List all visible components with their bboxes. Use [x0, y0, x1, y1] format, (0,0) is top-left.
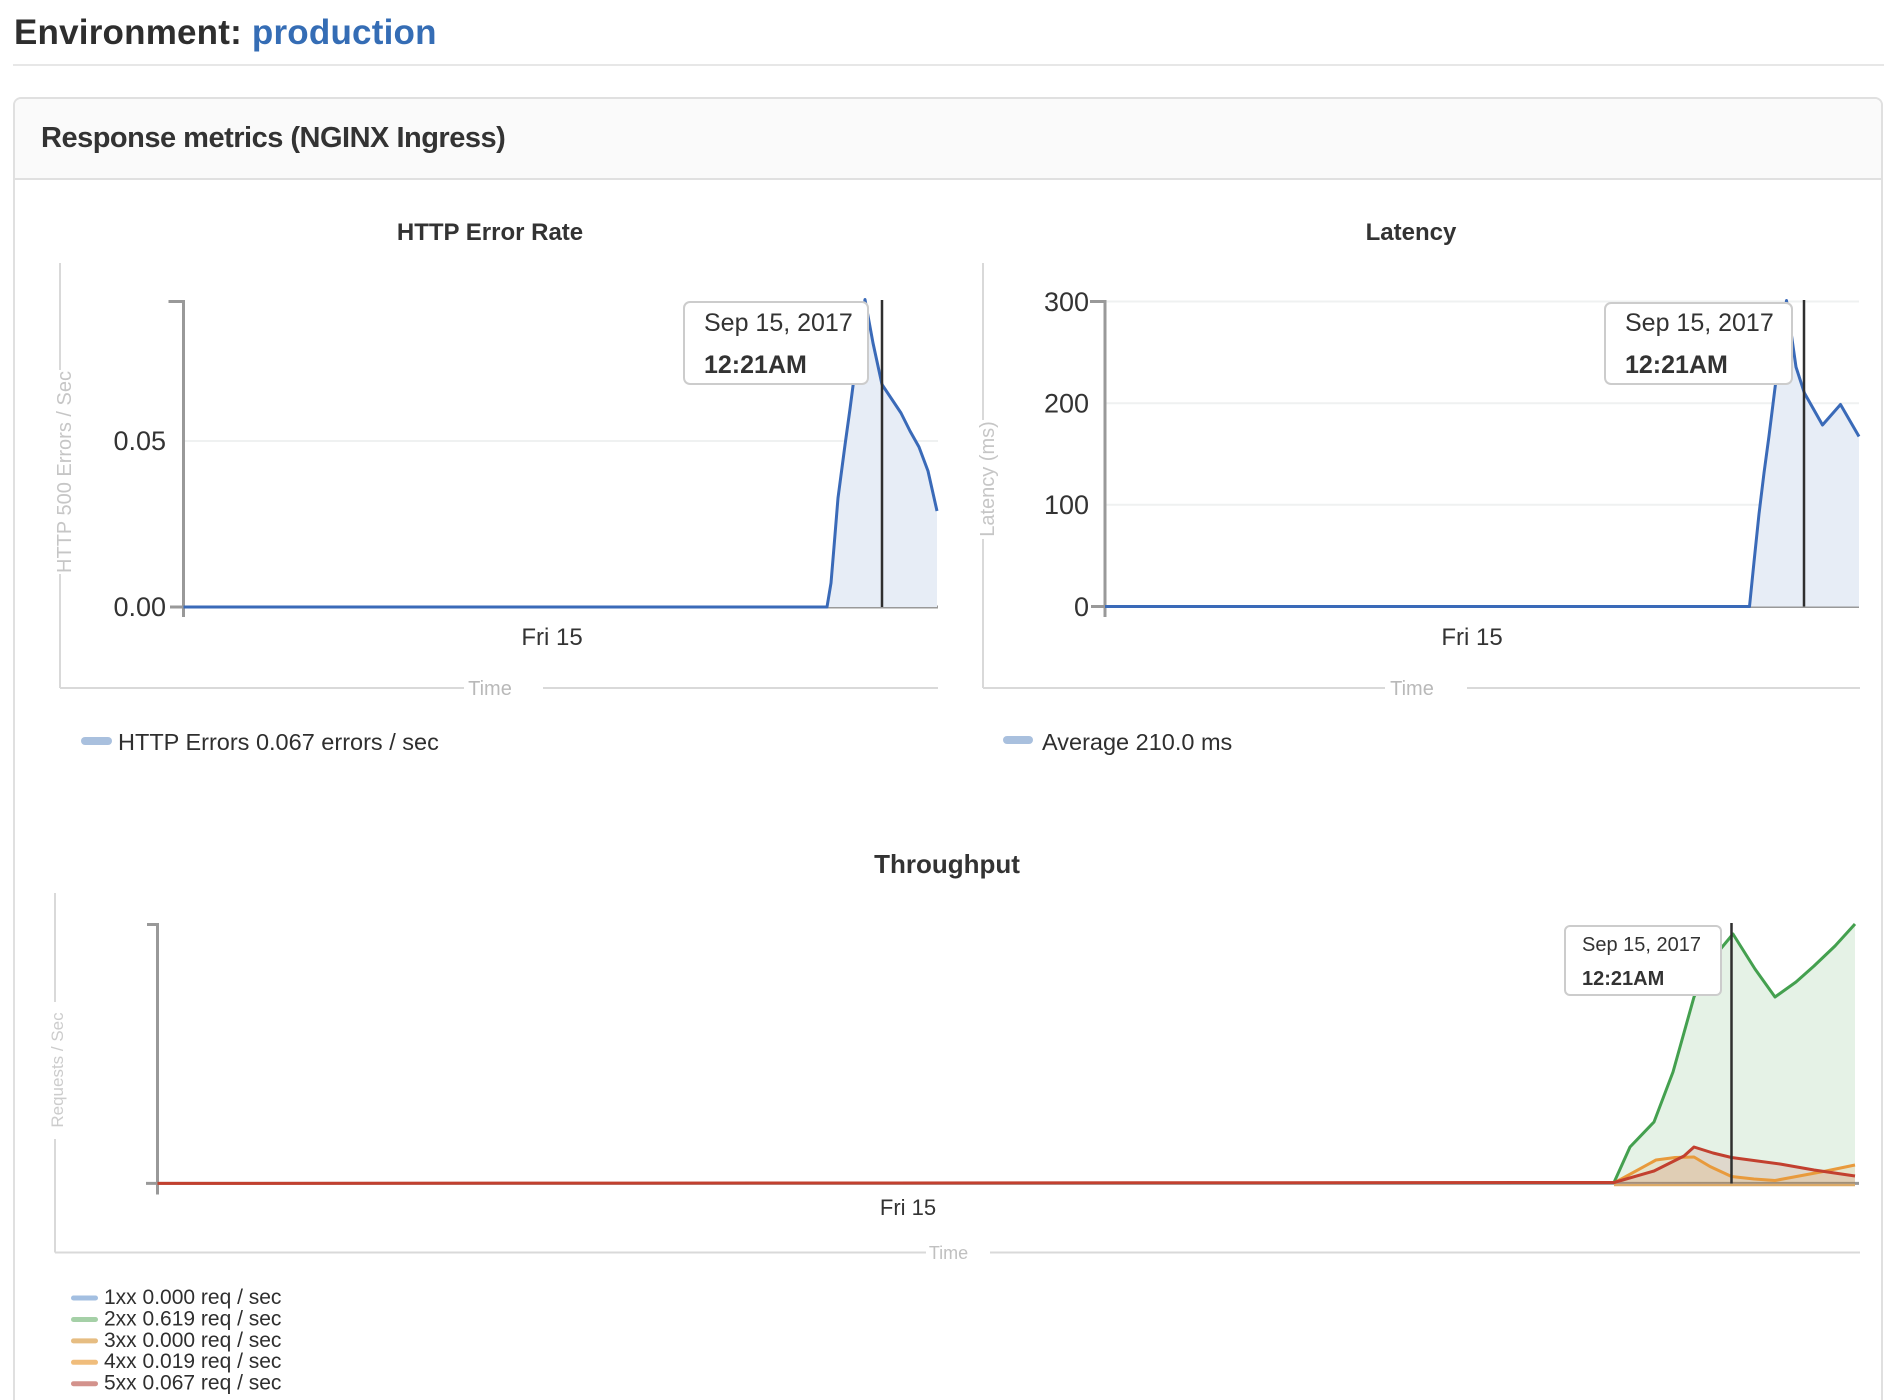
- svg-text:Requests / Sec: Requests / Sec: [48, 1012, 67, 1128]
- svg-text:Average 210.0 ms: Average 210.0 ms: [1042, 729, 1232, 755]
- svg-text:12:21AM: 12:21AM: [1625, 351, 1728, 379]
- svg-text:HTTP Errors 0.067 errors / sec: HTTP Errors 0.067 errors / sec: [118, 729, 439, 755]
- svg-text:HTTP 500 Errors / Sec: HTTP 500 Errors / Sec: [54, 371, 76, 573]
- svg-text:Throughput: Throughput: [874, 849, 1020, 879]
- svg-text:1xx 0.000 req / sec: 1xx 0.000 req / sec: [104, 1286, 281, 1309]
- svg-text:Time: Time: [929, 1243, 968, 1263]
- svg-text:Latency (ms): Latency (ms): [977, 421, 999, 537]
- svg-text:4xx 0.019 req / sec: 4xx 0.019 req / sec: [104, 1350, 281, 1373]
- svg-text:HTTP Error Rate: HTTP Error Rate: [397, 219, 583, 246]
- svg-text:Fri 15: Fri 15: [1441, 624, 1502, 651]
- svg-text:200: 200: [1044, 389, 1089, 419]
- svg-text:12:21AM: 12:21AM: [704, 351, 807, 379]
- svg-text:Fri 15: Fri 15: [880, 1195, 936, 1220]
- svg-text:300: 300: [1044, 287, 1089, 317]
- svg-text:3xx 0.000 req / sec: 3xx 0.000 req / sec: [104, 1329, 281, 1352]
- svg-text:100: 100: [1044, 490, 1089, 520]
- svg-text:0: 0: [1074, 592, 1089, 622]
- svg-text:12:21AM: 12:21AM: [1582, 968, 1664, 990]
- svg-text:Latency: Latency: [1366, 219, 1457, 246]
- svg-text:5xx 0.067 req / sec: 5xx 0.067 req / sec: [104, 1372, 281, 1395]
- svg-text:Sep 15, 2017: Sep 15, 2017: [704, 309, 853, 337]
- svg-text:2xx 0.619 req / sec: 2xx 0.619 req / sec: [104, 1307, 281, 1330]
- svg-text:Sep 15, 2017: Sep 15, 2017: [1582, 934, 1701, 956]
- svg-text:0.05: 0.05: [113, 426, 166, 456]
- svg-text:Fri 15: Fri 15: [521, 624, 582, 651]
- svg-text:Time: Time: [468, 678, 512, 700]
- svg-text:Sep 15, 2017: Sep 15, 2017: [1625, 309, 1774, 337]
- svg-text:Time: Time: [1390, 678, 1434, 700]
- svg-text:0.00: 0.00: [113, 592, 166, 622]
